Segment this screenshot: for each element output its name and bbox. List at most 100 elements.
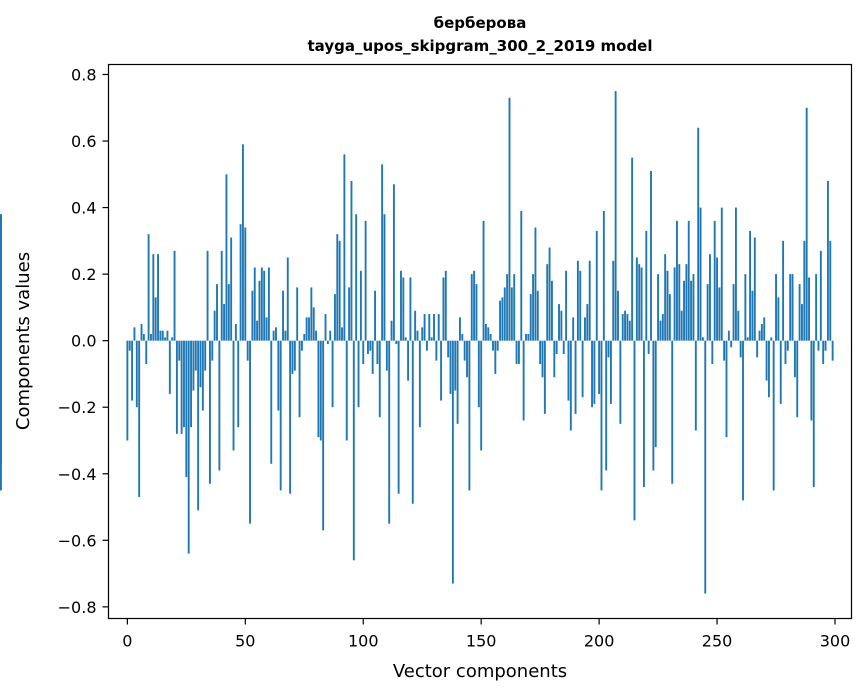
bar-241 (694, 340, 697, 431)
bar-111 (388, 340, 391, 524)
bar-29 (194, 340, 197, 371)
bar-44 (230, 237, 233, 341)
bar-279 (784, 340, 787, 364)
x-axis-label: Vector components (393, 661, 567, 682)
bar-253 (723, 340, 726, 361)
bar-125 (421, 327, 424, 341)
bar-191 (576, 260, 579, 341)
bar-155 (492, 340, 494, 351)
bar-144 (466, 340, 468, 378)
bar-42 (225, 174, 228, 341)
bar-10 (150, 334, 152, 341)
bar-59 (265, 317, 268, 341)
bar-298 (829, 240, 832, 341)
bar-18 (168, 340, 171, 394)
bar-140 (456, 340, 459, 424)
bar-9 (147, 234, 150, 341)
bar-217 (638, 264, 641, 341)
bar-71 (293, 340, 296, 371)
bar-215 (633, 340, 636, 521)
bar-82 (319, 340, 322, 441)
bar-171 (529, 294, 532, 341)
bar-239 (690, 280, 693, 341)
bar-113 (392, 184, 395, 341)
bar-294 (819, 250, 822, 341)
bar-254 (725, 340, 728, 438)
bar-184 (560, 310, 563, 341)
bar-14 (159, 330, 162, 341)
bar-63 (275, 327, 277, 341)
y-tick-label: 0.2 (71, 265, 96, 284)
bar-39 (218, 340, 221, 471)
bar-91 (341, 327, 343, 341)
bar-124 (418, 340, 421, 428)
bar-19 (171, 337, 174, 341)
bar-87 (331, 340, 334, 408)
bar-79 (312, 307, 315, 341)
bar-189 (572, 317, 575, 341)
bar-262 (744, 274, 747, 341)
bar-274 (772, 340, 775, 491)
bar-147 (473, 270, 476, 341)
bar-99 (359, 270, 362, 341)
bar-94 (348, 287, 351, 341)
bar-287 (803, 240, 806, 341)
bar-108 (381, 164, 384, 341)
chart-subtitle: tayga_upos_skipgram_300_2_2019 model (308, 37, 653, 55)
bar-297 (826, 180, 829, 341)
bar-192 (579, 270, 582, 341)
y-tick-label: 0.4 (71, 199, 96, 218)
bar-128 (428, 314, 431, 341)
bar-194 (584, 317, 586, 341)
bar-97 (355, 214, 358, 341)
bar-197 (591, 340, 593, 408)
bar-244 (701, 337, 704, 341)
bar-236 (683, 280, 685, 341)
bar-38 (216, 284, 218, 341)
bar-181 (553, 340, 556, 378)
bar-134 (442, 277, 445, 341)
bar-96 (352, 340, 355, 561)
bar-230 (668, 294, 671, 341)
bar-286 (801, 304, 803, 341)
bar-190 (574, 340, 577, 414)
bar-273 (770, 337, 773, 341)
bar-232 (673, 267, 676, 341)
bar-158 (499, 300, 501, 341)
bar-31 (199, 340, 202, 388)
bar-245 (704, 340, 707, 594)
bar-166 (517, 340, 520, 364)
bar-17 (166, 330, 169, 341)
bar-235 (680, 310, 683, 341)
bar-53 (251, 290, 254, 341)
bar-153 (487, 327, 490, 341)
bar-293 (817, 340, 820, 351)
bar-52 (249, 340, 251, 524)
bar-195 (586, 304, 589, 341)
bar-185 (562, 340, 565, 354)
plot-area-frame (107, 63, 853, 620)
bar-98 (357, 340, 360, 408)
bar-77 (308, 317, 310, 341)
bar-51 (246, 340, 249, 361)
bar-37 (213, 310, 216, 341)
bar-165 (515, 340, 518, 364)
bar-216 (635, 257, 638, 341)
bar-218 (640, 267, 643, 341)
bar-45 (232, 340, 235, 451)
bar-146 (470, 274, 473, 341)
bar-4 (135, 340, 138, 408)
bar-180 (551, 280, 553, 341)
bar-290 (810, 340, 813, 421)
bar-157 (496, 340, 499, 351)
bar-88 (333, 294, 336, 341)
bar-61 (270, 340, 273, 464)
bar-188 (569, 340, 572, 431)
bar-84 (324, 314, 327, 341)
bar-8 (145, 340, 148, 364)
bar-89 (336, 234, 339, 341)
bar-163 (510, 287, 513, 341)
bar-209 (619, 340, 622, 424)
bar-141 (459, 317, 461, 341)
